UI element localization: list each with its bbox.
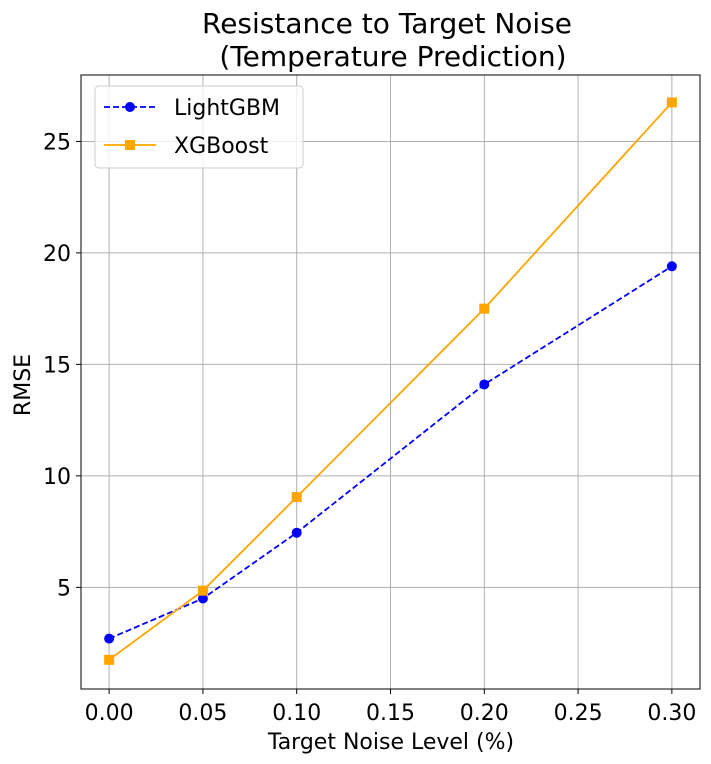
data-point-xgboost xyxy=(479,303,490,314)
legend-marker-xgboost xyxy=(125,140,135,150)
chart-title-line-2: (Temperature Prediction) xyxy=(219,40,566,73)
x-tick-label: 0.05 xyxy=(178,701,227,726)
y-tick-label: 5 xyxy=(57,576,71,601)
x-tick-label: 0.10 xyxy=(272,701,321,726)
data-point-xgboost xyxy=(104,654,115,665)
y-tick-label: 20 xyxy=(43,242,71,267)
y-tick-label: 15 xyxy=(43,353,71,378)
plot-area xyxy=(80,74,701,690)
legend-label-xgboost: XGBoost xyxy=(174,134,269,159)
y-tick-label: 10 xyxy=(43,465,71,490)
ticks: 0.00 0.05 0.10 0.15 0.20 0.25 0.30 5 10 15 20 25 xyxy=(43,130,696,726)
data-point-lightgbm xyxy=(291,527,302,538)
x-tick-label: 0.00 xyxy=(85,701,134,726)
y-tick-label: 25 xyxy=(43,130,71,155)
x-tick-label: 0.25 xyxy=(554,701,603,726)
legend-label-lightgbm: LightGBM xyxy=(174,96,280,121)
data-point-xgboost xyxy=(197,585,208,596)
data-point-lightgbm xyxy=(479,379,490,390)
data-point-xgboost xyxy=(666,97,677,108)
data-point-xgboost xyxy=(291,492,302,503)
data-point-lightgbm xyxy=(104,633,115,644)
x-axis-label: Target Noise Level (%) xyxy=(267,730,514,755)
x-tick-label: 0.15 xyxy=(366,701,415,726)
y-axis-label: RMSE xyxy=(11,354,36,416)
legend-marker-lightgbm xyxy=(125,102,135,112)
x-tick-label: 0.20 xyxy=(460,701,509,726)
legend: LightGBM XGBoost xyxy=(94,85,304,169)
chart-title-line-1: Resistance to Target Noise xyxy=(202,7,572,40)
data-point-lightgbm xyxy=(197,593,208,604)
x-tick-label: 0.30 xyxy=(647,701,696,726)
data-point-lightgbm xyxy=(666,261,677,272)
series-layer xyxy=(104,97,677,665)
legend-box xyxy=(94,85,304,169)
